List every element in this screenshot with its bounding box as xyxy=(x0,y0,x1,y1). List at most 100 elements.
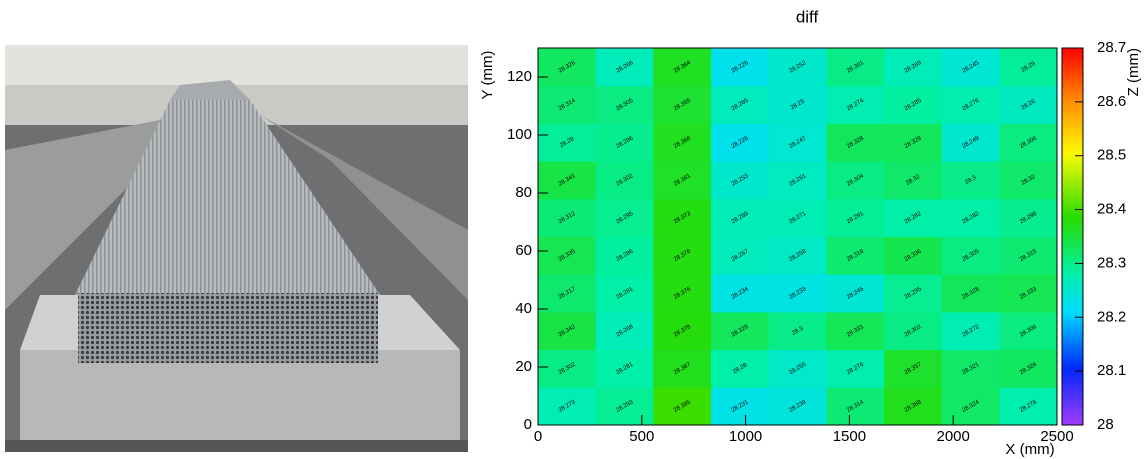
heat-cell xyxy=(538,123,597,162)
heat-cell xyxy=(653,123,712,162)
heat-cell xyxy=(768,311,827,351)
heat-cell xyxy=(826,387,885,426)
heat-cell xyxy=(595,48,654,87)
heat-cell xyxy=(538,48,597,87)
heat-cell xyxy=(711,236,770,275)
heat-cell xyxy=(999,274,1058,313)
heat-cell xyxy=(768,198,827,237)
heat-cell xyxy=(768,274,827,313)
heat-cell xyxy=(653,161,712,200)
z-tick-label: 28.6 xyxy=(1097,93,1126,110)
heat-cell xyxy=(653,198,712,237)
heat-cell xyxy=(999,161,1058,200)
photo xyxy=(5,45,468,452)
heat-cell xyxy=(768,85,827,124)
heat-cell xyxy=(941,161,1000,200)
heat-cell xyxy=(538,85,597,124)
heat-cell xyxy=(999,85,1058,124)
heat-cell xyxy=(884,274,943,313)
heat-cell xyxy=(826,85,885,124)
z-tick-label: 28.5 xyxy=(1097,147,1126,164)
heat-cell xyxy=(595,274,654,313)
heat-cell xyxy=(653,349,712,388)
heat-cell xyxy=(826,236,885,275)
heat-cell xyxy=(711,161,770,200)
heat-cell xyxy=(768,349,827,388)
heat-cell xyxy=(711,123,770,162)
heat-cell xyxy=(595,387,654,426)
heat-cell xyxy=(884,387,943,426)
heat-cell xyxy=(941,349,1000,388)
heat-cell xyxy=(999,48,1058,87)
heat-cell xyxy=(595,349,654,388)
heat-cell xyxy=(999,123,1058,162)
y-tick-label: 80 xyxy=(515,184,532,201)
heat-cell xyxy=(595,85,654,124)
heat-cell xyxy=(711,85,770,124)
heat-cell xyxy=(595,161,654,200)
heat-cell xyxy=(538,198,597,237)
y-tick-label: 0 xyxy=(524,416,532,433)
z-tick-label: 28.4 xyxy=(1097,201,1126,218)
heat-cell xyxy=(826,161,885,200)
heat-cell xyxy=(884,236,943,275)
heat-cell xyxy=(884,48,943,87)
heat-cell xyxy=(653,236,712,275)
heat-cell xyxy=(595,311,654,351)
heat-cell xyxy=(768,161,827,200)
heat-cell xyxy=(711,48,770,87)
heat-cell xyxy=(884,85,943,124)
heat-cell xyxy=(999,198,1058,237)
chart-title: diff xyxy=(796,7,819,26)
heat-cell xyxy=(826,311,885,351)
z-tick-label: 28.1 xyxy=(1097,362,1126,379)
heat-cell xyxy=(826,48,885,87)
heat-cell xyxy=(653,274,712,313)
x-tick-label: 1000 xyxy=(729,428,762,445)
heat-cell xyxy=(884,161,943,200)
heat-cell xyxy=(999,387,1058,426)
heat-cell xyxy=(941,387,1000,426)
heat-cell xyxy=(595,198,654,237)
heat-cell xyxy=(884,198,943,237)
heat-cell xyxy=(538,349,597,388)
y-tick-label: 40 xyxy=(515,300,532,317)
heat-cell xyxy=(826,198,885,237)
heat-cell xyxy=(711,311,770,351)
cell-label: 28.3 xyxy=(791,325,805,336)
heat-cell xyxy=(826,349,885,388)
heat-cell xyxy=(768,48,827,87)
cell-label: 28.3 xyxy=(964,175,978,186)
z-axis-label: Z (mm) xyxy=(1125,48,1142,96)
heat-cell xyxy=(999,236,1058,275)
x-tick-label: 0 xyxy=(534,428,542,445)
z-tick-label: 28.2 xyxy=(1097,308,1126,325)
heat-cell xyxy=(595,123,654,162)
x-tick-label: 2000 xyxy=(937,428,970,445)
heat-cell xyxy=(884,349,943,388)
heat-cell xyxy=(999,349,1058,388)
heat-cell xyxy=(538,311,597,351)
heat-cell xyxy=(941,85,1000,124)
heat-cell xyxy=(826,123,885,162)
z-tick-label: 28.3 xyxy=(1097,254,1126,271)
heat-cell xyxy=(941,311,1000,351)
heat-cell xyxy=(653,48,712,87)
heat-cell xyxy=(711,198,770,237)
x-tick-label: 1500 xyxy=(833,428,866,445)
z-tick-label: 28 xyxy=(1097,416,1114,433)
heat-cell xyxy=(653,311,712,351)
heat-cell xyxy=(711,349,770,388)
heat-cell xyxy=(653,85,712,124)
heat-cell xyxy=(768,123,827,162)
heat-cell xyxy=(884,123,943,162)
y-tick-label: 100 xyxy=(507,126,532,143)
heat-cell xyxy=(538,236,597,275)
heat-cell xyxy=(941,48,1000,87)
heat-cell xyxy=(941,198,1000,237)
heat-cell xyxy=(653,387,712,426)
y-tick-label: 60 xyxy=(515,242,532,259)
heat-cell xyxy=(711,274,770,313)
